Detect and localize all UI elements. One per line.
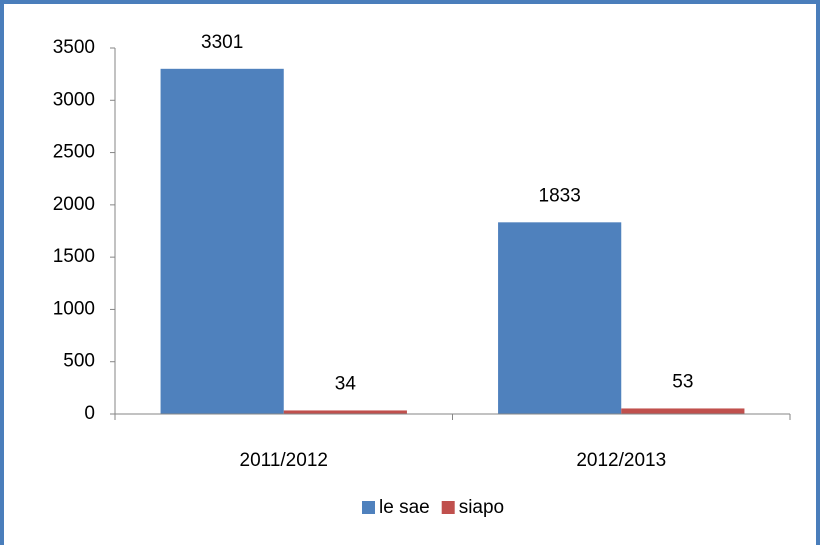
bar <box>621 408 745 414</box>
bar <box>160 68 284 414</box>
legend-label: le sae <box>379 497 430 518</box>
data-label: 34 <box>335 373 357 394</box>
y-tick-label: 0 <box>84 403 95 424</box>
data-label: 53 <box>672 371 693 392</box>
y-tick-label: 3000 <box>53 89 95 110</box>
y-tick-label: 1000 <box>53 298 95 319</box>
y-tick-label: 2000 <box>53 194 95 215</box>
bar <box>498 222 622 414</box>
legend-label: siapo <box>459 497 504 518</box>
bar <box>283 410 407 414</box>
legend-swatch <box>441 501 455 514</box>
y-tick-label: 500 <box>63 351 95 372</box>
y-tick-label: 1500 <box>53 246 95 267</box>
x-tick-label: 2011/2012 <box>240 450 328 471</box>
data-label: 1833 <box>539 185 581 206</box>
y-tick-label: 2500 <box>53 142 95 163</box>
x-tick-label: 2012/2013 <box>576 450 666 471</box>
y-tick-label: 3500 <box>53 37 95 58</box>
legend-swatch <box>362 501 375 514</box>
data-label: 3301 <box>201 32 243 53</box>
